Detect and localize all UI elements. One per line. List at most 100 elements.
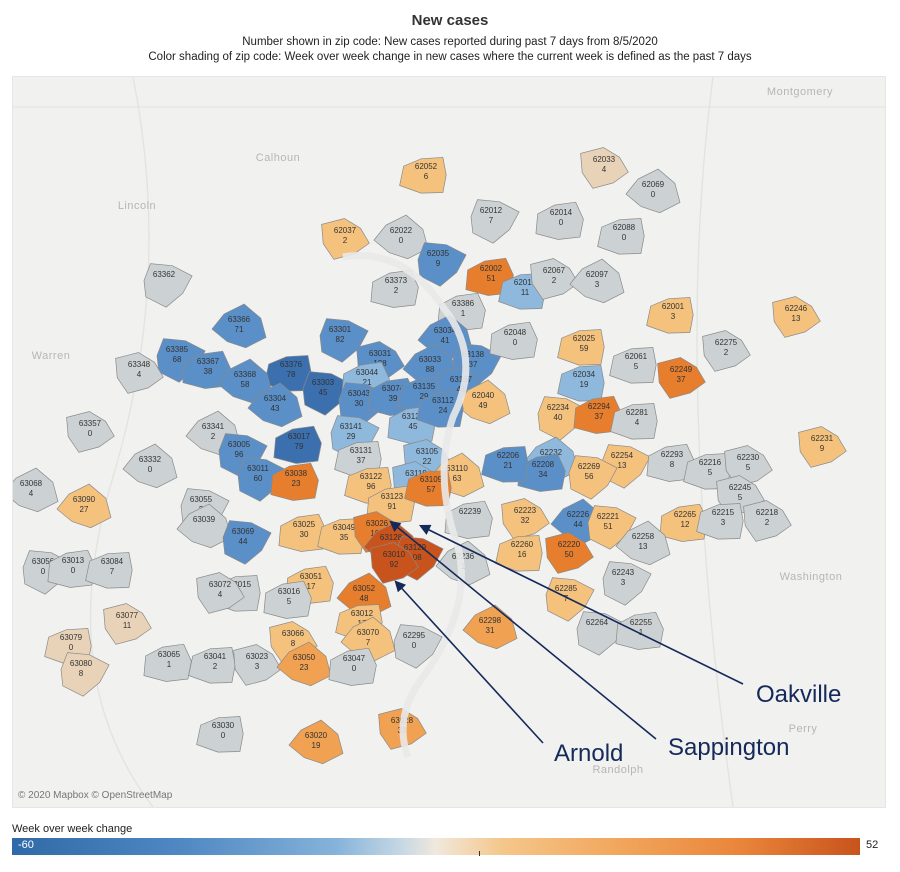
map-canvas[interactable]: Montgomery Calhoun Lincoln Warren Washington…: [12, 76, 886, 808]
zip-shape[interactable]: [393, 624, 443, 669]
choropleth-map[interactable]: Montgomery Calhoun Lincoln Warren Washington…: [13, 77, 885, 807]
zip-shape[interactable]: [103, 603, 152, 645]
zip-shape[interactable]: [60, 652, 110, 697]
zip-shape[interactable]: [263, 580, 312, 619]
zip-shape[interactable]: [233, 644, 282, 686]
zip-shape[interactable]: [545, 532, 594, 574]
zip-shape[interactable]: [657, 357, 706, 399]
zip-shape[interactable]: [615, 520, 671, 566]
zip-shape[interactable]: [270, 462, 319, 501]
zip-shape[interactable]: [517, 453, 566, 492]
zip-shape[interactable]: [218, 433, 268, 478]
zip-shape[interactable]: [489, 321, 538, 360]
zip-shape[interactable]: [625, 168, 681, 214]
zip-shape[interactable]: [370, 542, 419, 584]
zip-shape[interactable]: [743, 500, 792, 542]
zip-shape[interactable]: [646, 297, 694, 334]
zip-shape[interactable]: [85, 552, 133, 589]
zip-shape[interactable]: [495, 535, 543, 572]
zip-shape[interactable]: [568, 455, 618, 500]
zip-shape[interactable]: [156, 338, 206, 383]
zip-shape[interactable]: [13, 467, 59, 513]
zip-shape[interactable]: [288, 719, 344, 765]
zip-shape[interactable]: [196, 572, 245, 614]
zip-shape[interactable]: [399, 157, 447, 194]
zip-shape[interactable]: [602, 561, 652, 606]
zip-shape[interactable]: [247, 382, 303, 428]
zip-shape[interactable]: [66, 411, 115, 453]
zip-shape[interactable]: [557, 329, 605, 366]
zip-shape[interactable]: [615, 611, 664, 650]
zip-shape[interactable]: [176, 503, 232, 549]
zip-shape[interactable]: [587, 505, 637, 550]
zip-shape[interactable]: [569, 258, 625, 304]
zip-shape[interactable]: [143, 643, 192, 682]
zip-shape[interactable]: [328, 647, 377, 686]
zip-shape[interactable]: [217, 358, 273, 404]
zip-shape[interactable]: [535, 201, 584, 240]
zip-shape[interactable]: [481, 446, 529, 483]
zip-shape[interactable]: [597, 218, 645, 255]
zip-area[interactable]: 63362: [143, 263, 193, 308]
zip-shape[interactable]: [273, 425, 322, 464]
zip-shape[interactable]: [196, 716, 244, 753]
zip-shape[interactable]: [609, 347, 657, 384]
zip-shape[interactable]: [470, 199, 520, 244]
zip-shape[interactable]: [143, 263, 193, 308]
zip-shape[interactable]: [610, 403, 658, 440]
zip-shape[interactable]: [501, 498, 550, 540]
